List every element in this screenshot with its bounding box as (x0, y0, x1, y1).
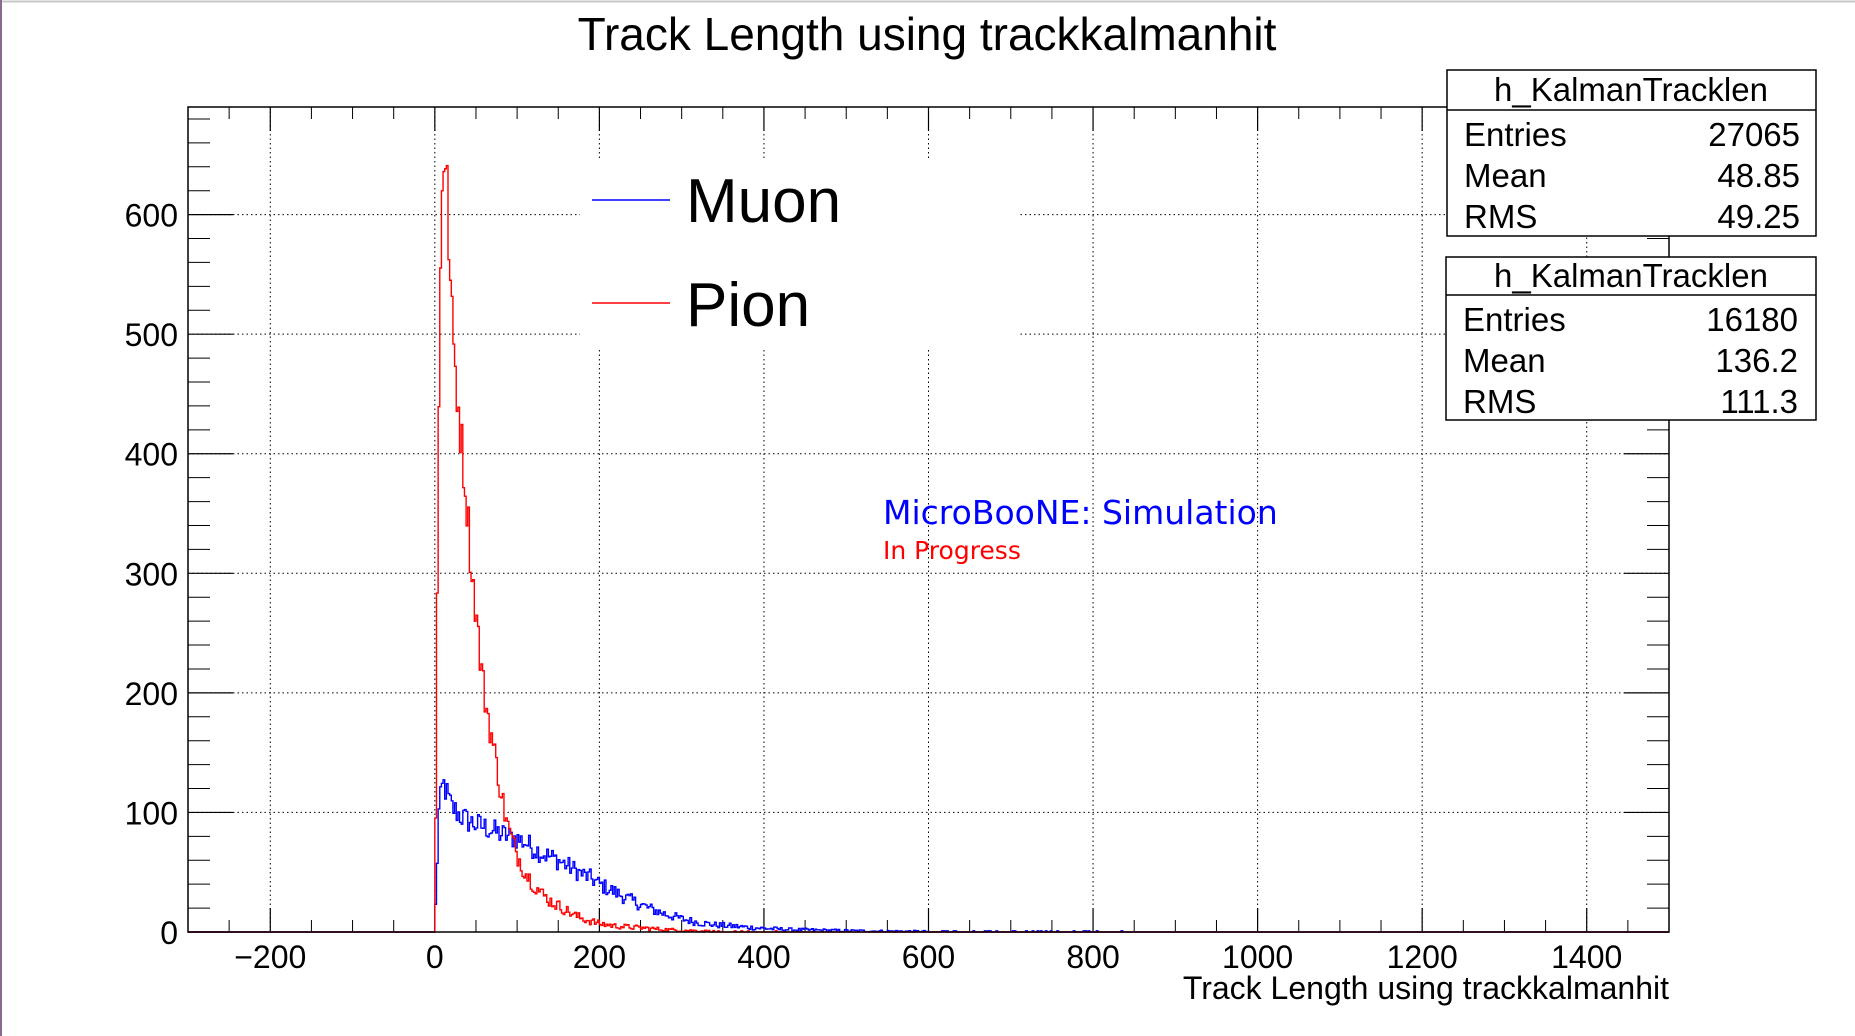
stats-rms-label: RMS (1463, 383, 1536, 420)
x-tick-labels: −200 0 200 400 600 800 1000 1200 1400 (234, 939, 1622, 975)
y-tick-label: 600 (125, 198, 178, 234)
annotation-in-progress: In Progress (883, 536, 1021, 565)
x-tick-label: 1200 (1387, 939, 1458, 975)
x-tick-label: 200 (573, 939, 626, 975)
stats-title: h_KalmanTracklen (1494, 71, 1768, 108)
x-tick-label: 400 (737, 939, 790, 975)
legend-label-pion: Pion (686, 271, 810, 340)
x-tick-label: 0 (426, 939, 444, 975)
y-tick-label: 500 (125, 317, 178, 353)
legend-label-muon: Muon (686, 167, 841, 236)
y-tick-label: 300 (125, 556, 178, 592)
annotation-simulation: MicroBooNE: Simulation (883, 493, 1278, 532)
y-tick-labels: 0 100 200 300 400 500 600 (125, 198, 178, 951)
stats-entries-value: 27065 (1708, 116, 1800, 153)
y-tick-label: 200 (125, 676, 178, 712)
y-tick-label: 400 (125, 437, 178, 473)
stats-mean-label: Mean (1464, 157, 1547, 194)
stats-entries-value: 16180 (1706, 301, 1798, 338)
stats-rms-value: 49.25 (1717, 198, 1800, 235)
stats-rms-label: RMS (1464, 198, 1537, 235)
stats-mean-value: 48.85 (1717, 157, 1800, 194)
legend: Muon Pion (580, 160, 1020, 350)
x-tick-label: 600 (902, 939, 955, 975)
y-tick-label: 100 (125, 795, 178, 831)
stats-entries-label: Entries (1463, 301, 1566, 338)
x-tick-label: 800 (1066, 939, 1119, 975)
chart-title: Track Length using trackkalmanhit (578, 8, 1277, 60)
stats-entries-label: Entries (1464, 116, 1567, 153)
x-tick-label: −200 (234, 939, 306, 975)
x-tick-label: 1000 (1222, 939, 1293, 975)
stats-mean-label: Mean (1463, 342, 1546, 379)
stats-title: h_KalmanTracklen (1494, 257, 1768, 294)
y-tick-label: 0 (160, 915, 178, 951)
stats-box-pion: h_KalmanTracklen Entries 16180 Mean 136.… (1445, 256, 1817, 421)
plot-frame (187, 106, 1670, 933)
x-tick-label: 1400 (1551, 939, 1622, 975)
stats-rms-value: 111.3 (1720, 383, 1798, 420)
stats-mean-value: 136.2 (1715, 342, 1798, 379)
grid-lines (188, 107, 1669, 932)
stats-box-muon: h_KalmanTracklen Entries 27065 Mean 48.8… (1446, 69, 1817, 237)
x-axis-label: Track Length using trackkalmanhit (1183, 970, 1669, 1006)
